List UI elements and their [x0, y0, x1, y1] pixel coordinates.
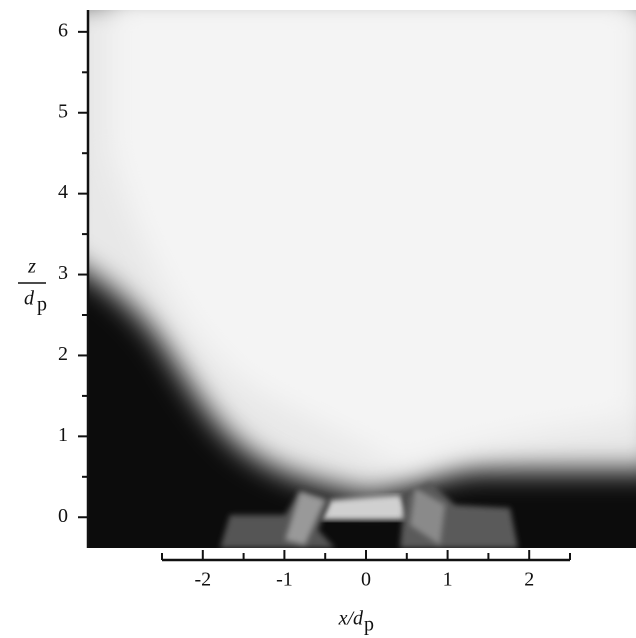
y-tick-label: 6 — [58, 19, 68, 41]
x-tick-label: -2 — [194, 569, 211, 591]
y-tick-label: 2 — [58, 343, 68, 365]
y-tick-label: 1 — [58, 424, 68, 446]
y-tick-label: 5 — [58, 100, 68, 122]
y-tick-label: 4 — [58, 181, 68, 203]
x-label-subscript: p — [364, 614, 374, 636]
y-tick-label: 3 — [58, 262, 68, 284]
x-tick-label: 0 — [361, 569, 371, 591]
y-label-denominator: d — [24, 288, 35, 310]
x-tick-label: 1 — [443, 569, 453, 591]
y-tick-label: 0 — [58, 505, 68, 527]
x-tick-label: 2 — [524, 569, 534, 591]
x-label: x/d — [338, 608, 364, 630]
y-label-numerator: z — [27, 256, 36, 278]
y-label-subscript: p — [37, 294, 47, 316]
photo — [88, 10, 636, 548]
x-tick-label: -1 — [276, 569, 293, 591]
